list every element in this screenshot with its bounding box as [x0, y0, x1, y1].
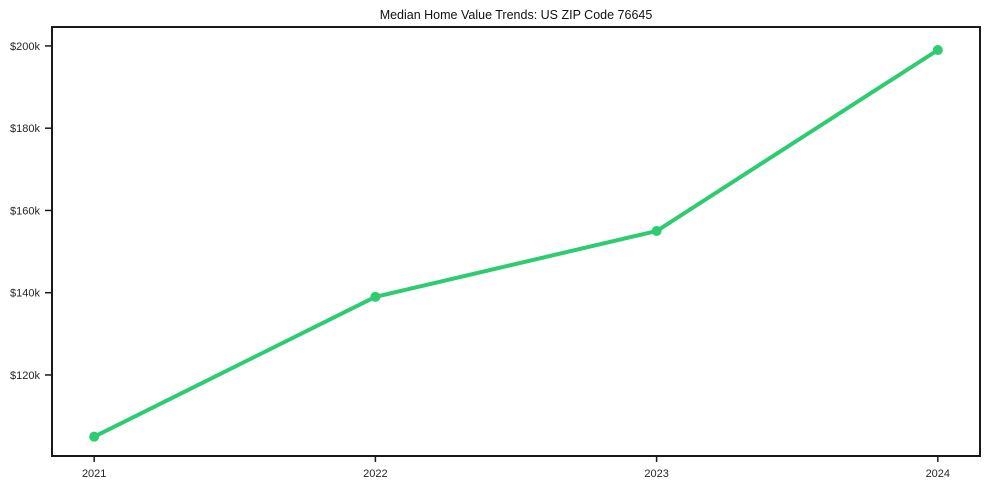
chart-title: Median Home Value Trends: US ZIP Code 76…	[379, 8, 653, 22]
data-point-2024	[932, 45, 943, 56]
y-tick-label: $200k	[10, 41, 40, 53]
y-tick-label: $140k	[10, 288, 40, 300]
data-point-2023	[651, 226, 662, 237]
data-point-2022	[370, 291, 381, 302]
x-tick-label: 2023	[644, 468, 668, 480]
trend-line	[92, 48, 940, 439]
plot-border	[51, 26, 981, 457]
data-point-2021	[89, 431, 100, 442]
y-tick-label: $160k	[10, 205, 40, 217]
x-tick-label: 2022	[363, 468, 387, 480]
y-tick-label: $120k	[10, 370, 40, 382]
y-tick-label: $180k	[10, 123, 40, 135]
x-tick-label: 2021	[82, 468, 106, 480]
x-tick-label: 2024	[926, 468, 950, 480]
